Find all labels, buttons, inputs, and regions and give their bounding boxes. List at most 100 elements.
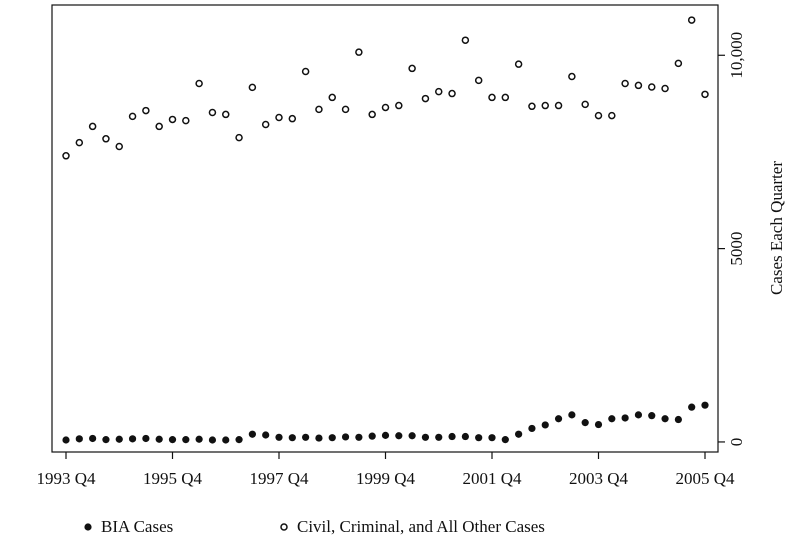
point (594, 420, 603, 429)
point (395, 432, 403, 440)
point (674, 59, 683, 68)
point (155, 435, 163, 443)
point (248, 430, 256, 438)
point (581, 419, 589, 427)
point (608, 415, 616, 423)
point (262, 431, 270, 439)
legend-marker (84, 523, 92, 531)
point (195, 435, 203, 443)
x-tick-label: 1993 Q4 (36, 469, 96, 488)
y-tick-label: 10,000 (727, 32, 746, 79)
x-tick-label: 2001 Q4 (462, 469, 522, 488)
point (248, 83, 257, 92)
point (661, 415, 669, 423)
point (315, 105, 323, 114)
x-tick-label: 1999 Q4 (356, 469, 416, 488)
point (381, 103, 390, 112)
x-tick-label: 2005 Q4 (675, 469, 735, 488)
point (634, 411, 643, 419)
point (208, 108, 217, 117)
point (341, 433, 350, 441)
point (102, 436, 110, 444)
point (621, 79, 629, 88)
point (182, 116, 190, 125)
point (408, 432, 416, 440)
point (261, 120, 270, 129)
point (661, 84, 669, 93)
point (475, 434, 483, 442)
point (155, 122, 163, 131)
point (315, 434, 323, 442)
point (222, 110, 230, 119)
point (235, 436, 243, 444)
point (288, 434, 296, 442)
point (222, 436, 230, 444)
point (168, 115, 177, 124)
point (168, 436, 177, 444)
point (301, 67, 310, 76)
point (115, 435, 123, 443)
point (554, 101, 563, 110)
y-axis-label: Cases Each Quarter (767, 161, 786, 295)
point (541, 101, 549, 110)
point (568, 411, 576, 419)
x-tick-label: 2003 Q4 (569, 469, 629, 488)
point (368, 110, 376, 119)
point (355, 48, 363, 56)
point (341, 105, 350, 114)
point (235, 133, 243, 142)
point (621, 414, 629, 422)
point (421, 94, 430, 103)
point (62, 436, 70, 444)
point (568, 72, 576, 81)
point (142, 434, 150, 443)
y-tick-label: 5000 (727, 232, 746, 266)
point (701, 401, 709, 409)
point (182, 436, 190, 444)
point (461, 36, 470, 44)
point (688, 403, 696, 411)
point (648, 83, 656, 91)
point (514, 60, 523, 68)
point (302, 433, 310, 441)
point (528, 102, 536, 111)
point (488, 434, 496, 442)
point (448, 89, 456, 98)
y-tick-label: 0 (727, 438, 746, 447)
point (634, 81, 643, 90)
point (88, 122, 97, 131)
point (328, 93, 336, 102)
point (142, 106, 150, 115)
point (674, 415, 682, 424)
point (128, 435, 137, 443)
point (474, 76, 483, 85)
point (328, 434, 336, 442)
point (288, 114, 297, 123)
point (435, 87, 443, 96)
x-tick-label: 1997 Q4 (249, 469, 309, 488)
legend-label: BIA Cases (101, 517, 173, 536)
plot-frame (51, 4, 719, 453)
point (62, 152, 70, 160)
point (515, 430, 523, 438)
point (594, 111, 603, 120)
point (195, 79, 203, 88)
point (461, 432, 469, 441)
point (648, 412, 656, 420)
legend-marker (280, 523, 288, 531)
point (408, 64, 416, 73)
point (541, 421, 549, 429)
point (102, 135, 110, 143)
point (128, 112, 137, 121)
point (435, 433, 443, 441)
point (275, 433, 283, 441)
legend-label: Civil, Criminal, and All Other Cases (297, 517, 545, 536)
point (75, 138, 84, 147)
point (528, 424, 536, 433)
point (355, 433, 363, 441)
point (448, 432, 456, 441)
point (115, 142, 123, 151)
point (89, 434, 97, 443)
point (554, 415, 563, 423)
